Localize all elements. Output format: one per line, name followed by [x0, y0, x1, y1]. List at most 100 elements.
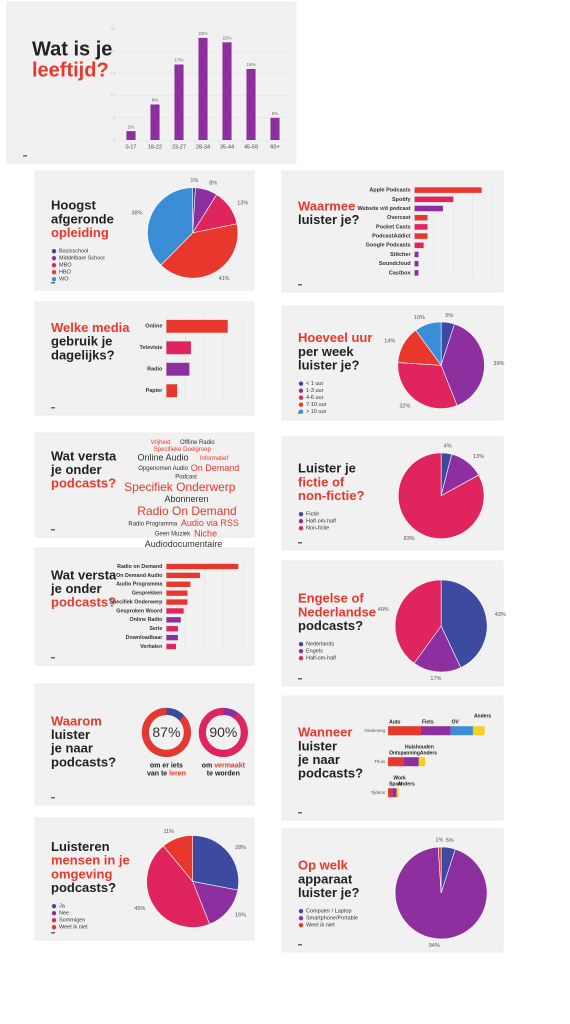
pie-label: 13%	[237, 201, 248, 207]
slide-title: fictie of	[298, 474, 345, 489]
slide-title: je naar	[50, 741, 93, 756]
legend-label: Engels	[306, 649, 323, 655]
segment-name: OV	[452, 720, 460, 726]
bar	[174, 64, 184, 140]
cloud-word: Audio via RSS	[181, 518, 239, 528]
bar-label: Online Radio	[130, 617, 164, 623]
legend-swatch	[298, 388, 304, 393]
legend-label: Nee	[59, 911, 69, 917]
bar-label: Castbox	[389, 270, 412, 276]
slide-footer-mark	[298, 812, 302, 814]
slide-title: omgeving	[51, 866, 112, 881]
slide-title: Waarom	[51, 713, 102, 728]
bar	[222, 42, 232, 140]
bar	[166, 384, 178, 398]
pie-slice	[440, 323, 485, 406]
bar	[166, 341, 191, 355]
legend-label: < 1 uur	[306, 381, 323, 387]
pie-slice	[437, 846, 442, 893]
x-tick-label: 60+	[270, 144, 279, 150]
legend-swatch	[298, 648, 304, 654]
bar	[166, 617, 181, 623]
row-label: Tijdens	[371, 790, 386, 795]
legend-label: Sommigen	[59, 918, 85, 924]
caption-part: om	[202, 762, 214, 769]
stacked-segment	[388, 757, 404, 767]
bar	[166, 634, 178, 641]
bar-label: Google Podcasts	[366, 243, 411, 249]
bar-label: Radio	[147, 367, 163, 373]
caption-part: vermaakt	[214, 762, 245, 769]
y-tick-label: 20	[111, 48, 116, 53]
legend-label: Weet ik niet	[306, 923, 335, 929]
legend-label: 7-10 uur	[306, 402, 327, 408]
bar	[414, 270, 419, 276]
slide-title: Hoogst	[51, 198, 96, 213]
legend-swatch	[51, 255, 57, 261]
stacked-segment	[420, 726, 451, 736]
bar-value-label: 2%	[128, 124, 135, 129]
slide-title: gebruik je	[51, 334, 112, 349]
pie-label: 38%	[131, 211, 142, 217]
stacked-segment	[403, 757, 419, 767]
pie-label: 94%	[429, 943, 440, 949]
cloud-word: Online Audio	[137, 453, 188, 463]
pie-label: 83%	[404, 536, 415, 542]
slide-title: podcasts?	[298, 618, 363, 633]
pie-slice	[147, 187, 193, 266]
stacked-segment	[392, 788, 397, 798]
bar	[414, 214, 428, 221]
bar	[414, 260, 419, 267]
pie-slice	[146, 845, 211, 928]
segment-name: Anders	[420, 751, 437, 757]
slide-title: Nederlandse	[298, 604, 376, 619]
legend-label: Non-fictie	[306, 526, 329, 532]
caption-part: van te	[147, 770, 169, 777]
caption-part: leren	[169, 770, 186, 777]
slide-title: luister je?	[298, 212, 359, 227]
bar-label: Serie	[149, 626, 162, 632]
legend-swatch	[298, 395, 304, 400]
slide-title: non-fictie?	[298, 488, 364, 503]
slide-title: Engelse of	[298, 591, 364, 606]
segment-name: Anders	[474, 714, 491, 720]
bar	[166, 626, 178, 632]
bar	[150, 104, 160, 140]
slide-footer-mark	[51, 282, 55, 284]
pie-label: 14%	[384, 338, 395, 344]
cloud-word: Geen Muziek	[155, 532, 191, 538]
slide-title: per week	[298, 344, 354, 359]
slide-title: podcasts?	[51, 754, 116, 769]
legend-swatch	[298, 518, 304, 524]
slide-title: je onder	[50, 581, 102, 596]
legend-label: Middelbare School	[59, 256, 105, 262]
bar-value-label: 17%	[174, 58, 183, 63]
pie-slice	[192, 881, 239, 925]
pie-label: 16%	[235, 913, 246, 919]
cloud-word: Specifiek Onderwerp	[124, 480, 236, 494]
pie-label: 39%	[493, 361, 504, 367]
pie-slice	[162, 835, 193, 883]
stacked-segment	[472, 726, 485, 736]
segment-name: Work	[393, 776, 406, 782]
pie-label: 28%	[235, 845, 246, 851]
pie-slice	[160, 223, 239, 279]
segment-name: Auto	[389, 720, 400, 726]
slide-background	[34, 432, 255, 538]
bar-value-label: 8%	[152, 98, 159, 103]
stacked-segment	[388, 788, 393, 798]
legend-label: Ja	[59, 904, 66, 910]
legend-swatch	[298, 525, 304, 531]
pie-label: 1%	[435, 837, 443, 843]
bar	[166, 563, 239, 570]
slide-title: je onder	[50, 462, 102, 477]
bar	[414, 205, 443, 212]
donut-caption: om vermaakt	[202, 762, 246, 769]
cloud-word: Specifieke Doelgroep	[154, 447, 212, 453]
pie-label: 17%	[430, 676, 441, 682]
slide-title: Wat is je	[32, 38, 112, 60]
legend-label: > 10 uur	[306, 409, 327, 415]
slide-title: mensen in je	[51, 853, 130, 868]
donut-value: 90%	[209, 724, 237, 740]
x-tick-label: 45-59	[244, 144, 258, 150]
